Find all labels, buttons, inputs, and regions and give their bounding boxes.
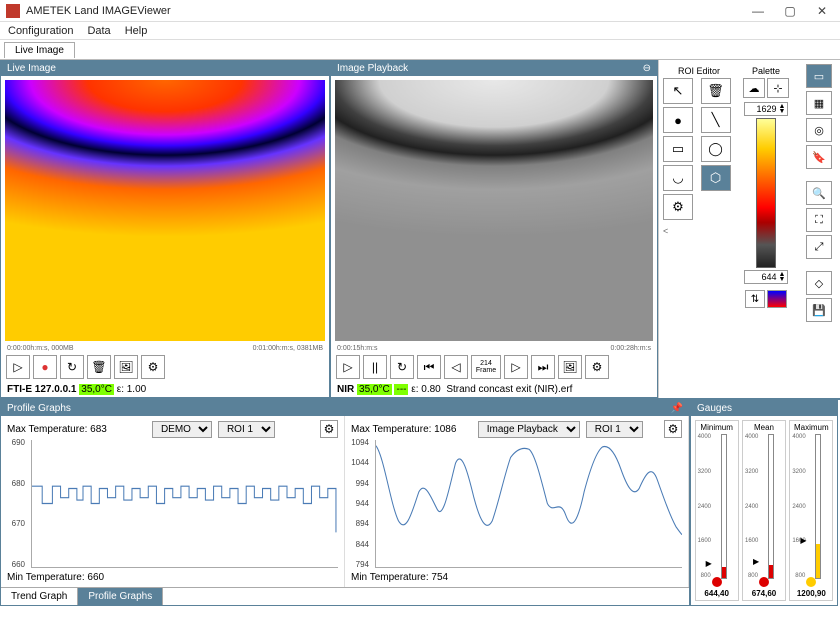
pg-right-chart[interactable]: [375, 440, 682, 568]
tab-live-image[interactable]: Live Image: [4, 42, 75, 58]
palette-min-input[interactable]: ▲▼: [744, 270, 789, 284]
live-status: FTI-E 127.0.0.1 35,0°C ε: 1.00: [1, 382, 329, 397]
roi-pointer-icon[interactable]: ↖: [663, 78, 693, 104]
view-tools: ▭ ▦ ◎ 🔖 🔍 ⛶ ⤢ ◇ 💾: [806, 64, 834, 394]
playback-status: NIR 35,0°C --- ε: 0.80 Strand concast ex…: [331, 382, 657, 397]
gauge-minimum: Minimum 4000320024001600800 ▶ 644,40: [695, 420, 739, 601]
roi-header: ROI Editor: [663, 64, 735, 78]
pg-right-source-select[interactable]: Image Playback: [478, 421, 580, 438]
profile-pin-icon[interactable]: 📌: [671, 403, 683, 414]
vt-tag-icon[interactable]: 🔖: [806, 145, 832, 169]
roi-settings-icon[interactable]: ⚙: [663, 194, 693, 220]
titlebar: AMETEK Land IMAGEViewer — ▢ ✕: [0, 0, 840, 22]
window-title: AMETEK Land IMAGEViewer: [26, 5, 746, 17]
playback-header: Image Playback: [337, 63, 408, 74]
pb-skip-back-button[interactable]: ⏮: [417, 355, 441, 379]
live-settings-button[interactable]: ⚙: [141, 355, 165, 379]
menu-data[interactable]: Data: [87, 25, 110, 37]
playback-toolbar: ▷ || ↻ ⏮ ◁ 214Frame ▷ ⏭ 🖼 ⚙: [331, 352, 657, 382]
profile-right: Max Temperature: 1086 Image Playback ROI…: [345, 416, 689, 587]
pg-left-min: Min Temperature: 660: [7, 570, 338, 583]
side-panel: ROI Editor ↖ 🗑 ● ╲ ▭ ◯ ◡ ⬡ ⚙ < Palette ☁…: [658, 60, 838, 398]
menu-help[interactable]: Help: [125, 25, 148, 37]
pg-left-source-select[interactable]: DEMO: [152, 421, 212, 438]
live-meta-left: 0:00:00h:m:s, 000MB: [7, 345, 74, 352]
pg-right-max: Max Temperature: 1086: [351, 424, 456, 435]
roi-arc-icon[interactable]: ◡: [663, 165, 693, 191]
roi-line-icon[interactable]: ╲: [701, 107, 731, 133]
gauge-maximum: Maximum 4000320024001600800 ▶ 1200,90: [789, 420, 833, 601]
profile-left: Max Temperature: 683 DEMO ROI 1 ⚙ 690680…: [1, 416, 345, 587]
palette-preset-icon[interactable]: ☁: [743, 78, 765, 98]
pb-play-button[interactable]: ▷: [336, 355, 360, 379]
maximize-button[interactable]: ▢: [778, 4, 802, 18]
live-thermal-image[interactable]: [5, 80, 325, 341]
refresh-button[interactable]: ↻: [60, 355, 84, 379]
palette-max-input[interactable]: ▲▼: [744, 102, 789, 116]
vt-expand-icon[interactable]: ⤢: [806, 235, 832, 259]
tab-trend-graph[interactable]: Trend Graph: [1, 588, 78, 605]
gauges-header: Gauges: [697, 403, 732, 414]
pg-right-roi-select[interactable]: ROI 1: [586, 421, 643, 438]
palette-gradient[interactable]: [756, 118, 776, 268]
menu-configuration[interactable]: Configuration: [8, 25, 73, 37]
roi-circle-icon[interactable]: ●: [663, 107, 693, 133]
tabstrip: Live Image: [0, 40, 840, 60]
pg-right-min: Min Temperature: 754: [351, 570, 682, 583]
app-icon: [6, 4, 20, 18]
vt-save-icon[interactable]: 💾: [806, 298, 832, 322]
live-meta-right: 0:01:00h:m:s, 0381MB: [253, 345, 323, 352]
pg-left-roi-select[interactable]: ROI 1: [218, 421, 275, 438]
tab-profile-graphs[interactable]: Profile Graphs: [78, 588, 163, 605]
palette-header: Palette: [752, 64, 780, 78]
profile-graphs-panel: Profile Graphs 📌 Max Temperature: 683 DEM…: [0, 400, 690, 606]
playback-close-icon[interactable]: ⊖: [643, 63, 651, 74]
pb-prev-button[interactable]: ◁: [444, 355, 468, 379]
roi-rect-icon[interactable]: ▭: [663, 136, 693, 162]
pg-left-gear-icon[interactable]: ⚙: [320, 420, 338, 438]
delete-button[interactable]: 🗑: [87, 355, 111, 379]
menubar: Configuration Data Help: [0, 22, 840, 40]
pb-pause-button[interactable]: ||: [363, 355, 387, 379]
play-button[interactable]: ▷: [6, 355, 30, 379]
snapshot-button[interactable]: 🖼: [114, 355, 138, 379]
record-button[interactable]: ●: [33, 355, 57, 379]
vt-eraser-icon[interactable]: ◇: [806, 271, 832, 295]
pb-loop-button[interactable]: ↻: [390, 355, 414, 379]
gauges-panel: Gauges Minimum 4000320024001600800 ▶ 644…: [690, 400, 838, 606]
pg-right-gear-icon[interactable]: ⚙: [664, 420, 682, 438]
vt-zoom-icon[interactable]: 🔍: [806, 181, 832, 205]
roi-polygon-icon[interactable]: ⬡: [701, 165, 731, 191]
pb-export-button[interactable]: 🖼: [558, 355, 582, 379]
gauge-mean: Mean 4000320024001600800 ▶ 674,60: [742, 420, 786, 601]
vt-fit-icon[interactable]: ⛶: [806, 208, 832, 232]
vt-target-icon[interactable]: ◎: [806, 118, 832, 142]
minimize-button[interactable]: —: [746, 4, 770, 18]
palette-color-icon[interactable]: [767, 290, 787, 308]
frame-counter: 214Frame: [471, 355, 501, 379]
roi-delete-icon[interactable]: 🗑: [701, 78, 731, 104]
pg-left-chart[interactable]: [31, 440, 338, 568]
playback-panel: Image Playback ⊖ 0:00:15h:m:s 0:00:28h:m:s…: [330, 60, 658, 398]
pb-meta-left: 0:00:15h:m:s: [337, 345, 377, 352]
live-toolbar: ▷ ● ↻ 🗑 🖼 ⚙: [1, 352, 329, 382]
vt-grid-icon[interactable]: ▦: [806, 91, 832, 115]
palette-target-icon[interactable]: ⊹: [767, 78, 789, 98]
pb-skip-fwd-button[interactable]: ⏭: [531, 355, 555, 379]
live-image-panel: Live Image 0:00:00h:m:s, 000MB 0:01:00h:m…: [0, 60, 330, 398]
roi-ellipse-icon[interactable]: ◯: [701, 136, 731, 162]
pb-next-button[interactable]: ▷: [504, 355, 528, 379]
vt-select-icon[interactable]: ▭: [806, 64, 832, 88]
palette-swap-icon[interactable]: ⇅: [745, 290, 765, 308]
pb-meta-right: 0:00:28h:m:s: [611, 345, 651, 352]
profile-header: Profile Graphs: [7, 403, 71, 414]
close-button[interactable]: ✕: [810, 4, 834, 18]
pb-settings-button[interactable]: ⚙: [585, 355, 609, 379]
live-header: Live Image: [7, 63, 56, 74]
roi-collapse-icon[interactable]: <: [663, 226, 735, 236]
playback-image[interactable]: [335, 80, 653, 341]
pg-left-max: Max Temperature: 683: [7, 424, 107, 435]
